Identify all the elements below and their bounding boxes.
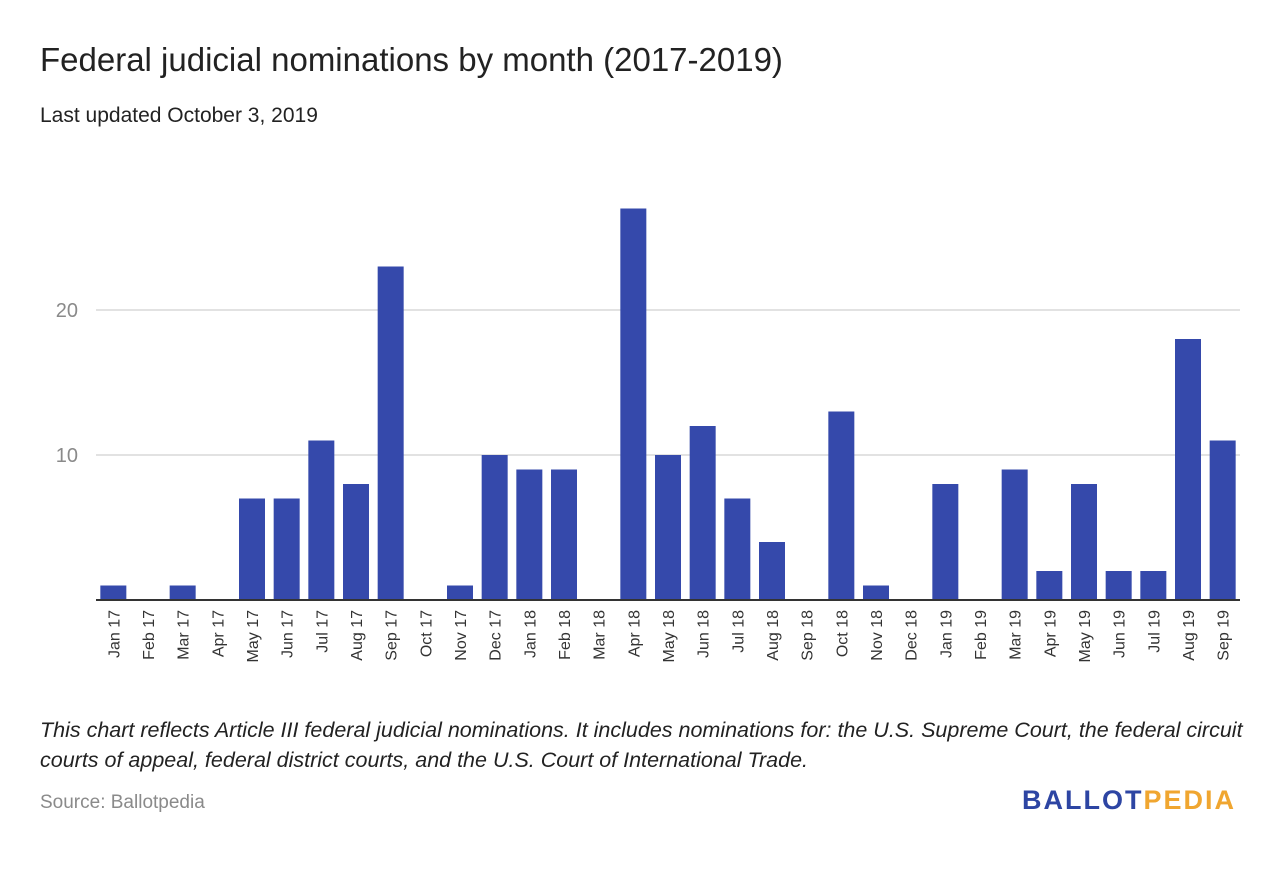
x-category-label: Feb 17 [141,610,158,660]
bar-mar-19[interactable] [1001,469,1028,601]
bar-aug-19[interactable] [1175,339,1201,600]
x-category-label: Jan 18 [522,610,539,658]
x-category-label: Feb 18 [557,610,574,660]
x-category-label: Mar 19 [1008,610,1025,660]
bar-may-19[interactable] [1071,484,1097,600]
chart-footnote: This chart reflects Article III federal … [40,718,1243,772]
x-category-label: Jan 17 [106,610,123,658]
x-category-label: Aug 17 [349,610,366,661]
x-category-label: Dec 18 [904,610,921,661]
bar-nov-18[interactable] [863,585,889,601]
source-credit: Source: Ballotpedia [40,792,205,813]
bar-jul-18[interactable] [724,498,751,601]
bar-mar-17[interactable] [169,585,196,601]
bar-aug-18[interactable] [759,542,785,600]
logo-text-pedia: PEDIA [1143,785,1236,815]
bar-may-17[interactable] [239,498,265,601]
x-category-label: Nov 18 [869,610,886,661]
x-category-label: Feb 19 [973,610,990,660]
x-category-label: Jun 17 [280,610,297,658]
x-category-label: Apr 19 [1042,610,1059,657]
bar-apr-18[interactable] [620,208,647,601]
bar-may-18[interactable] [655,455,681,600]
bar-aug-17[interactable] [343,484,369,600]
x-category-label: May 19 [1077,610,1094,663]
x-category-label: Sep 18 [800,610,817,661]
y-tick-label: 20 [56,300,78,322]
x-category-label: Mar 17 [176,610,193,660]
x-category-label: Apr 18 [626,610,643,657]
bar-oct-18[interactable] [828,411,855,601]
x-category-label: Jun 19 [1112,610,1129,658]
logo-text-ballot: BALLOT [1021,785,1144,815]
bar-jun-19[interactable] [1105,571,1132,600]
bar-sep-17[interactable] [377,266,404,601]
bar-jan-17[interactable] [100,585,127,601]
chart-subtitle: Last updated October 3, 2019 [40,104,318,127]
x-category-label: Jul 18 [730,610,747,653]
bar-jan-19[interactable] [932,484,959,600]
bar-jun-18[interactable] [689,426,716,600]
x-category-label: May 18 [661,610,678,663]
bar-jul-19[interactable] [1140,571,1167,600]
x-category-label: Jun 18 [696,610,713,658]
bar-sep-19[interactable] [1209,440,1236,601]
x-category-label: Nov 17 [453,610,470,661]
bar-dec-17[interactable] [481,455,508,600]
y-tick-label: 10 [56,445,78,467]
bar-jul-17[interactable] [308,440,335,601]
x-category-label: May 17 [245,610,262,663]
bar-chart: 10 20 Jan 17 Feb 17 Mar 17 Apr 17 May 17 Jun 17… [56,208,1240,663]
bar-feb-18[interactable] [551,469,577,601]
x-category-label: Aug 19 [1181,610,1198,661]
x-category-label: Oct 17 [418,610,435,657]
x-category-label: Aug 18 [765,610,782,661]
x-category-label: Jul 17 [314,610,331,653]
bar-jan-18[interactable] [516,469,543,601]
x-category-label: Apr 17 [210,610,227,657]
ballotpedia-logo[interactable]: BALLOTPEDIA [1022,785,1236,816]
x-category-label: Mar 18 [592,610,609,660]
x-category-label: Sep 17 [384,610,401,661]
x-category-label: Dec 17 [488,610,505,661]
bar-apr-19[interactable] [1036,571,1063,600]
bar-nov-17[interactable] [447,585,473,601]
x-category-label: Sep 19 [1216,610,1233,661]
x-category-label: Oct 18 [834,610,851,657]
chart-title: Federal judicial nominations by month (2… [40,41,783,78]
bar-jun-17[interactable] [273,498,300,601]
x-category-label: Jan 19 [938,610,955,658]
x-category-label: Jul 19 [1146,610,1163,653]
